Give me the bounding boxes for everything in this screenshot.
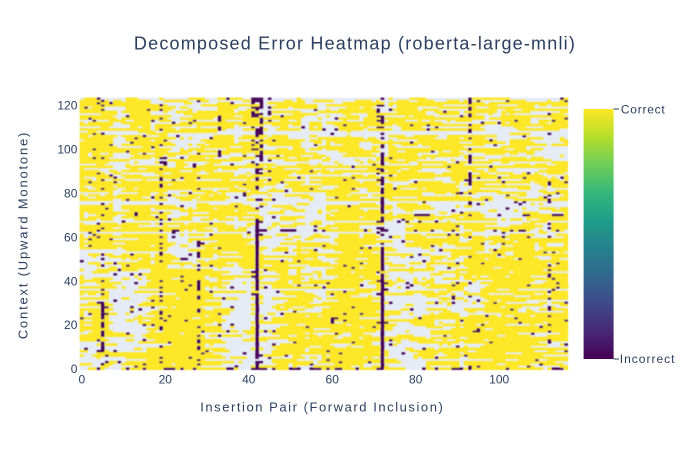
svg-text:80: 80	[409, 372, 423, 386]
svg-text:Decomposed Error Heatmap (robe: Decomposed Error Heatmap (roberta-large-…	[134, 34, 576, 54]
svg-text:20: 20	[64, 318, 78, 332]
svg-text:40: 40	[64, 274, 78, 288]
svg-text:120: 120	[57, 99, 77, 113]
svg-text:Insertion Pair (Forward Inclus: Insertion Pair (Forward Inclusion)	[200, 400, 444, 415]
svg-text:Correct: Correct	[621, 102, 666, 116]
svg-text:0: 0	[78, 372, 85, 386]
svg-text:0: 0	[71, 362, 78, 376]
svg-text:80: 80	[64, 187, 78, 201]
svg-text:Incorrect: Incorrect	[620, 352, 676, 366]
svg-text:100: 100	[57, 143, 77, 157]
svg-text:60: 60	[64, 230, 78, 244]
svg-text:Context (Upward Monotone): Context (Upward Monotone)	[16, 131, 31, 339]
svg-text:100: 100	[489, 372, 509, 386]
svg-text:40: 40	[242, 372, 256, 386]
svg-text:60: 60	[326, 372, 340, 386]
svg-text:20: 20	[159, 372, 173, 386]
